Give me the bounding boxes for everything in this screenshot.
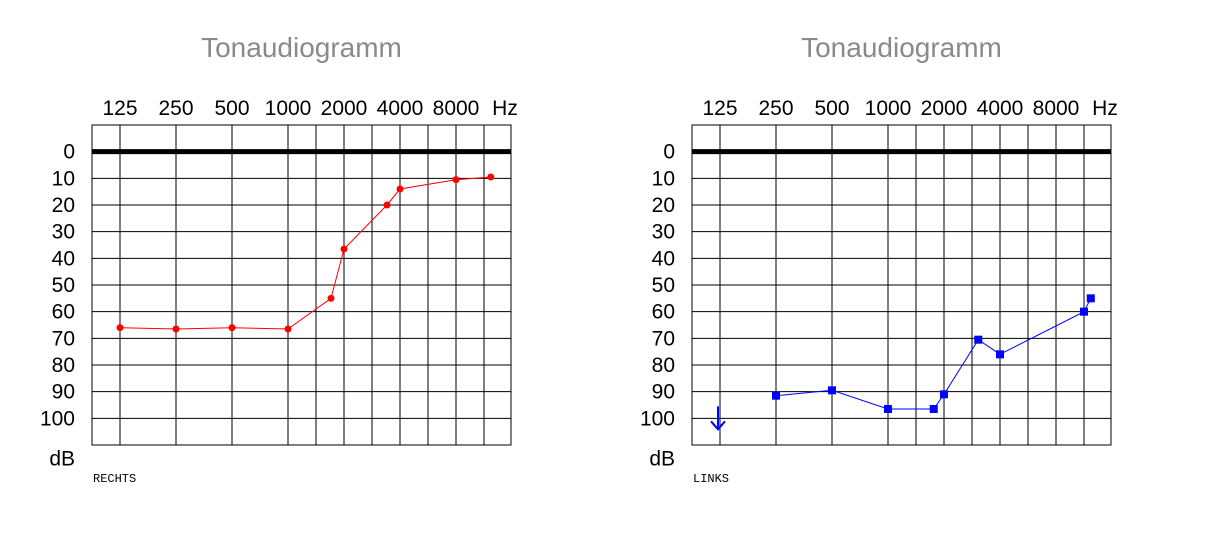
y-tick-label: 50 — [52, 274, 75, 297]
data-point — [327, 294, 335, 302]
y-tick-label: 100 — [40, 407, 75, 430]
x-tick-label: 125 — [702, 97, 737, 120]
data-point — [452, 176, 460, 184]
y-unit-label: dB — [49, 447, 75, 470]
y-tick-label: 80 — [652, 354, 675, 377]
y-tick-label: 70 — [52, 327, 75, 350]
data-point — [974, 335, 983, 344]
y-tick-label: 30 — [52, 221, 75, 244]
data-point — [772, 391, 780, 400]
y-tick-label: 60 — [52, 301, 75, 324]
x-tick-label: 500 — [814, 97, 849, 120]
data-point — [284, 325, 292, 333]
chart-title: Tonaudiogramm — [801, 32, 1002, 63]
y-tick-label: 20 — [652, 194, 675, 217]
x-unit-label: Hz — [492, 97, 518, 120]
y-tick-label: 30 — [652, 221, 675, 244]
x-tick-label: 2000 — [321, 97, 368, 120]
y-tick-label: 10 — [652, 167, 675, 190]
ear-side-label: LINKS — [693, 472, 729, 486]
x-tick-label: 125 — [102, 97, 137, 120]
x-tick-label: 4000 — [377, 97, 424, 120]
data-point — [396, 185, 404, 193]
data-point — [487, 173, 495, 181]
no-response-arrow — [710, 406, 726, 431]
data-point — [172, 325, 180, 333]
chart-title: Tonaudiogramm — [201, 32, 402, 63]
x-tick-label: 8000 — [1033, 97, 1080, 120]
y-tick-label: 40 — [52, 247, 75, 270]
y-tick-label: 70 — [652, 327, 675, 350]
y-unit-label: dB — [649, 447, 675, 470]
data-point — [940, 390, 948, 399]
y-tick-label: 20 — [52, 194, 75, 217]
ear-side-label: RECHTS — [93, 472, 136, 486]
y-tick-label: 100 — [640, 407, 675, 430]
y-tick-label: 0 — [663, 141, 675, 164]
data-point — [228, 324, 236, 332]
data-point — [929, 405, 938, 413]
x-tick-label: 250 — [758, 97, 793, 120]
y-tick-label: 40 — [652, 247, 675, 270]
series-line — [775, 298, 1092, 410]
y-tick-label: 80 — [52, 354, 75, 377]
x-unit-label: Hz — [1092, 97, 1118, 120]
data-point — [340, 245, 348, 253]
y-tick-label: 60 — [652, 301, 675, 324]
y-tick-label: 0 — [63, 141, 75, 164]
data-point — [116, 324, 124, 332]
y-tick-label: 10 — [52, 167, 75, 190]
data-point — [1086, 294, 1095, 303]
x-tick-label: 500 — [214, 97, 249, 120]
x-tick-label: 4000 — [977, 97, 1024, 120]
data-point — [996, 350, 1004, 359]
data-point — [1080, 307, 1088, 316]
x-tick-label: 1000 — [865, 97, 912, 120]
data-point — [383, 201, 391, 209]
series-line — [119, 176, 491, 330]
x-tick-label: 2000 — [921, 97, 968, 120]
data-point — [828, 386, 836, 395]
y-tick-label: 50 — [652, 274, 675, 297]
data-point — [884, 405, 892, 413]
x-tick-label: 1000 — [265, 97, 312, 120]
x-tick-label: 8000 — [433, 97, 480, 120]
x-tick-label: 250 — [158, 97, 193, 120]
y-tick-label: 90 — [52, 381, 75, 404]
y-tick-label: 90 — [652, 381, 675, 404]
